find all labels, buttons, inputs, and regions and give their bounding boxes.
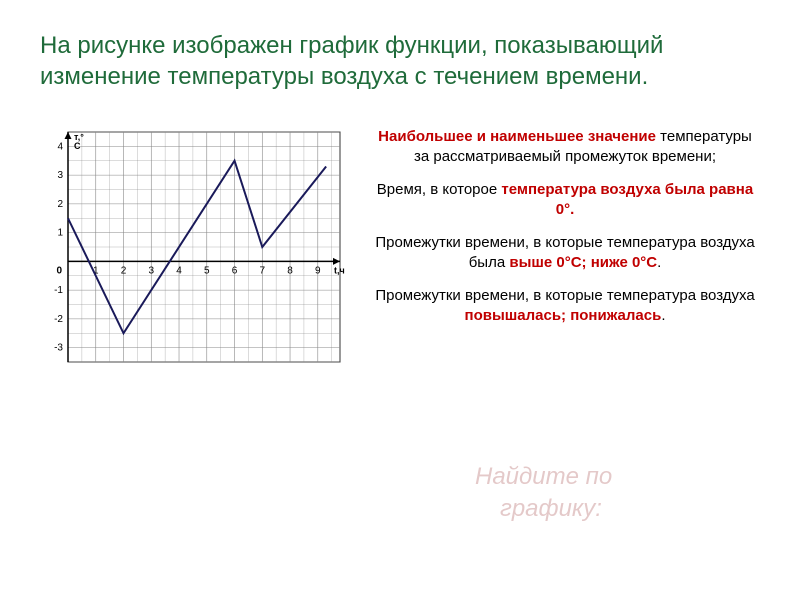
svg-text:9: 9 xyxy=(315,266,321,277)
ghost-text-2: графику: xyxy=(500,495,602,523)
content-row: 123456789-3-2-112340t,чт,°С Наибольшее и… xyxy=(40,122,760,382)
ghost-text-1: Найдите по xyxy=(475,463,612,491)
paragraph-1: Наибольшее и наименьшее значение темпера… xyxy=(370,127,760,166)
svg-text:2: 2 xyxy=(57,199,63,210)
p2-lead: Время, в которое xyxy=(377,181,502,198)
p1-highlight: Наибольшее и наименьшее значение xyxy=(378,128,656,145)
svg-text:7: 7 xyxy=(260,266,266,277)
p3-highlight: выше 0°С; ниже 0°С xyxy=(509,254,657,271)
svg-text:С: С xyxy=(74,141,81,151)
paragraph-3: Промежутки времени, в которые температур… xyxy=(370,233,760,272)
svg-text:8: 8 xyxy=(287,266,293,277)
svg-text:2: 2 xyxy=(121,266,127,277)
p4-lead: Промежутки времени, в которые температур… xyxy=(375,287,754,304)
svg-text:4: 4 xyxy=(57,142,63,153)
text-column: Наибольшее и наименьшее значение темпера… xyxy=(370,122,760,382)
svg-text:3: 3 xyxy=(148,266,154,277)
paragraph-2: Время, в которое температура воздуха был… xyxy=(370,180,760,219)
svg-text:0: 0 xyxy=(56,266,62,277)
p3-tail: . xyxy=(657,254,661,271)
svg-text:3: 3 xyxy=(57,171,63,182)
svg-text:-3: -3 xyxy=(54,343,63,354)
svg-text:t,ч: t,ч xyxy=(334,266,345,276)
p2-highlight: температура воздуха была равна 0°. xyxy=(501,181,753,218)
svg-text:-1: -1 xyxy=(54,286,63,297)
temperature-chart: 123456789-3-2-112340t,чт,°С xyxy=(40,122,350,382)
p4-highlight: повышалась; понижалась xyxy=(465,307,662,324)
svg-text:1: 1 xyxy=(57,228,63,239)
svg-text:5: 5 xyxy=(204,266,210,277)
svg-text:4: 4 xyxy=(176,266,182,277)
p4-tail: . xyxy=(661,307,665,324)
chart-container: 123456789-3-2-112340t,чт,°С xyxy=(40,122,350,382)
svg-text:6: 6 xyxy=(232,266,238,277)
slide-title: На рисунке изображен график функции, пок… xyxy=(40,30,760,92)
paragraph-4: Промежутки времени, в которые температур… xyxy=(370,286,760,325)
svg-text:-2: -2 xyxy=(54,314,63,325)
